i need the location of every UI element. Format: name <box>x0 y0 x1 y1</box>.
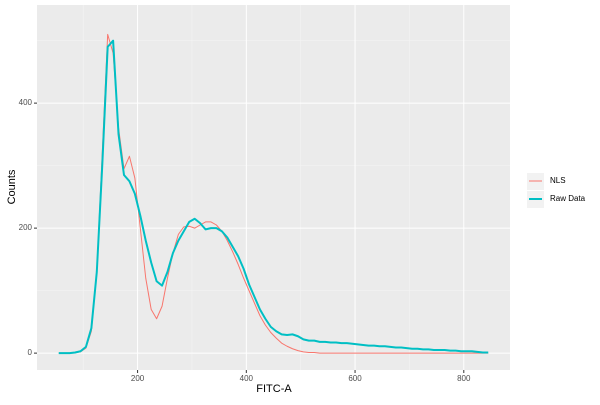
y-tick-label: 200 <box>19 223 33 232</box>
x-tick-label: 400 <box>240 374 254 383</box>
x-tick-label: 800 <box>457 374 471 383</box>
y-tick-label: 0 <box>28 348 33 357</box>
y-tick-label: 400 <box>19 98 33 107</box>
x-tick-label: 600 <box>348 374 362 383</box>
legend-label: Raw Data <box>550 194 586 203</box>
data-line <box>58 39 489 355</box>
data-line <box>58 33 489 354</box>
x-tick-label: 200 <box>131 374 145 383</box>
panel <box>37 5 510 370</box>
x-axis-title: FITC-A <box>256 383 292 395</box>
legend-label: NLS <box>550 176 566 185</box>
y-axis-title: Counts <box>6 169 18 204</box>
